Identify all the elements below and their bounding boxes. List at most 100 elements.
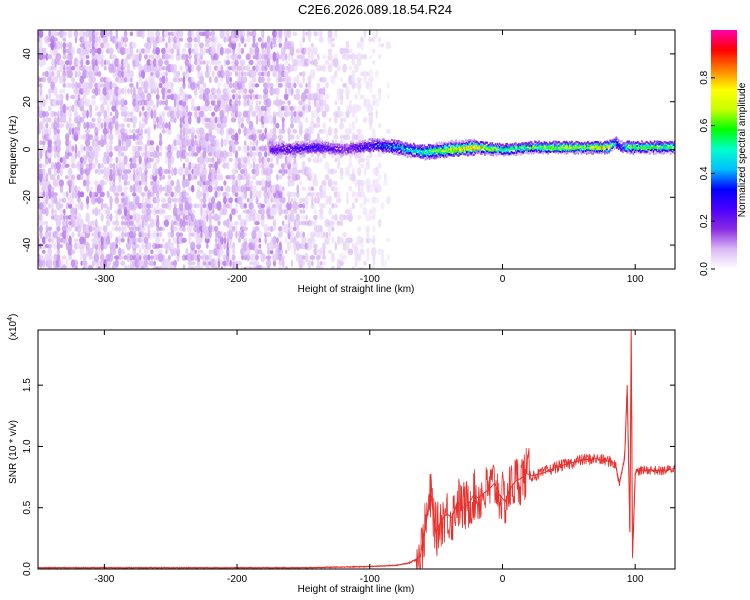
spectrogram-cell <box>423 147 426 150</box>
spectrogram-cell <box>269 64 274 72</box>
spectrogram-cell <box>261 178 265 188</box>
spectrogram-cell <box>448 154 450 157</box>
spectrogram-cell <box>298 148 300 151</box>
spectrogram-cell <box>181 91 187 102</box>
spectrogram-cell <box>342 232 347 238</box>
spectrogram-cell <box>527 148 530 151</box>
spectrogram-cell <box>274 145 277 148</box>
spectrogram-cell <box>184 157 189 163</box>
spectrogram-cell <box>112 167 116 176</box>
spectrogram-cell <box>528 145 531 148</box>
spectrogram-cell <box>305 214 308 221</box>
spectrogram-cell <box>488 146 490 149</box>
spectrogram-cell <box>222 139 228 147</box>
spectrogram-cell <box>327 224 333 233</box>
spectrogram-cell <box>323 141 326 144</box>
spectrogram-cell <box>597 143 600 146</box>
spectrogram-cell <box>404 147 407 150</box>
spectrogram-cell <box>287 30 292 39</box>
spectrogram-cell <box>374 178 380 188</box>
spectrogram-cell <box>442 154 445 157</box>
spectrogram-cell <box>249 150 253 158</box>
spectrogram-cell <box>479 148 482 151</box>
spectrogram-cell <box>292 65 298 72</box>
spectrogram-cell <box>606 140 608 143</box>
spectrogram-cell <box>312 149 314 152</box>
spectrogram-cell <box>351 167 355 176</box>
spectrogram-cell <box>61 264 67 269</box>
spectrogram-cell <box>480 141 483 144</box>
spectrogram-cell <box>118 100 121 106</box>
spectrogram-cell <box>248 80 254 90</box>
spectrogram-cell <box>158 166 163 177</box>
spectrogram-cell <box>375 143 378 146</box>
spectrogram-cell <box>170 106 174 111</box>
spectrogram-cell <box>229 213 233 222</box>
spectrogram-cell <box>317 149 319 152</box>
spectrogram-cell <box>85 81 90 90</box>
spectrogram-cell <box>522 151 524 154</box>
spectrogram-cell <box>423 156 426 159</box>
spectrogram-cell <box>84 138 91 147</box>
spectrogram-cell <box>458 152 461 155</box>
spectrogram-cell <box>435 142 437 145</box>
spectrogram-cell <box>295 241 300 252</box>
spectrogram-cell <box>410 144 413 147</box>
spectrogram-cell <box>478 150 481 153</box>
spectrogram-cell <box>92 242 95 250</box>
spectrogram-cell <box>315 143 317 146</box>
spectrogram-cell <box>124 86 127 97</box>
spectrogram-cell <box>484 142 486 146</box>
spectrogram-cell <box>514 148 517 151</box>
spectrogram-cell <box>497 153 500 156</box>
spectrogram-cell <box>388 150 391 153</box>
spectrogram-cell <box>109 140 113 146</box>
spectrogram-cell <box>100 260 105 266</box>
spectrogram-cell <box>280 47 286 55</box>
spectrogram-cell <box>381 140 383 143</box>
spectrogram-cell <box>329 145 331 148</box>
spectrogram-cell <box>310 149 312 152</box>
spectrogram-cell <box>396 140 398 143</box>
spectrogram-cell <box>255 254 259 261</box>
spectrogram-cell <box>67 82 73 88</box>
spectrogram-cell <box>41 220 47 226</box>
spectrogram-cell <box>100 185 104 192</box>
spectrogram-cell <box>240 47 245 55</box>
spectrogram-cell <box>79 218 85 228</box>
spectrogram-cell <box>74 185 78 193</box>
spectrogram-cell <box>345 48 350 54</box>
spectrogram-cell <box>357 132 362 142</box>
spectrogram-cell <box>448 148 450 152</box>
spectrogram-cell <box>519 145 521 148</box>
spectrogram-cell <box>334 157 337 163</box>
spectrogram-cell <box>202 92 206 102</box>
spectrogram-cell <box>248 98 254 107</box>
spectrogram-cell <box>486 147 488 150</box>
spectrogram-cell <box>318 265 324 269</box>
spectrogram-cell <box>50 190 55 198</box>
spectrogram-cell <box>362 116 368 123</box>
spectrogram-cell <box>68 203 73 209</box>
spectrogram-cell <box>322 122 326 129</box>
spectrogram-cell <box>298 54 304 60</box>
spectrogram-cell <box>155 248 161 256</box>
spectrogram-cell <box>405 151 408 154</box>
spectrogram-cell <box>141 209 145 215</box>
spectrogram-cell <box>496 146 499 149</box>
spectrogram-cell <box>454 149 456 152</box>
spectrogram-cell <box>179 133 183 141</box>
spectrogram-cell <box>41 163 47 168</box>
spectrogram-cell <box>520 153 522 156</box>
spectrogram-cell <box>316 116 321 124</box>
spectrogram-cell <box>420 145 422 148</box>
spectrogram-cell <box>302 259 306 267</box>
spectrogram-cell <box>377 149 380 152</box>
spectrogram-cell <box>138 180 142 186</box>
spectrogram-cell <box>318 139 321 142</box>
spectrogram-cell <box>381 144 383 147</box>
spectrogram-cell <box>121 42 124 48</box>
spectrogram-cell <box>393 142 396 145</box>
spectrogram-cell <box>592 152 594 155</box>
spectrogram-cell <box>316 196 320 205</box>
